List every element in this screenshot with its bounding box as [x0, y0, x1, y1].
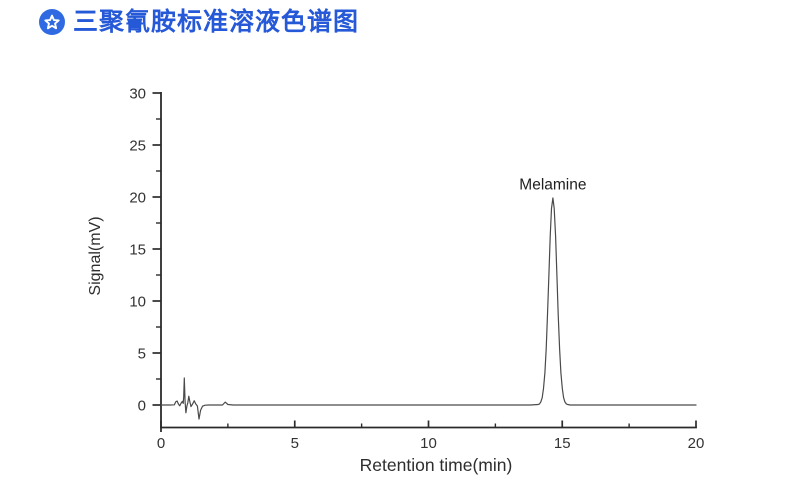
y-tick-label: 25 — [129, 138, 146, 155]
x-axis-label: Retention time(min) — [360, 455, 513, 475]
axis-ticks — [152, 92, 697, 428]
y-tick-label: 10 — [129, 294, 146, 311]
y-tick-label: 0 — [138, 398, 146, 415]
star-badge-svg — [39, 9, 65, 35]
x-tick-label: 10 — [420, 435, 437, 452]
page-header: 三聚氰胺标准溶液色谱图 — [38, 7, 359, 37]
y-axis-label: Signal(mV) — [87, 216, 104, 295]
x-tick-label: 0 — [157, 435, 165, 452]
chromatogram-trace — [160, 197, 697, 420]
chromatogram-chart: 0 5 10 15 20 25 30 0 5 10 15 20 Signal(mV) Retentio… — [87, 86, 704, 476]
peak-annotation: Melamine — [519, 177, 586, 194]
x-tick-label: 15 — [554, 435, 571, 452]
axis-tick-labels: 0 5 10 15 20 25 30 0 5 10 15 20 — [129, 86, 704, 453]
star-icon — [44, 14, 60, 30]
x-tick-label: 5 — [291, 435, 299, 452]
y-tick-label: 5 — [138, 346, 146, 363]
star-badge-icon — [38, 8, 66, 36]
badge-circle — [39, 9, 65, 35]
y-tick-label: 15 — [129, 242, 146, 259]
y-tick-label: 20 — [129, 190, 146, 207]
axes — [160, 92, 697, 432]
page-title: 三聚氰胺标准溶液色谱图 — [73, 8, 360, 36]
x-tick-label: 20 — [688, 435, 705, 452]
y-tick-label: 30 — [129, 86, 146, 103]
